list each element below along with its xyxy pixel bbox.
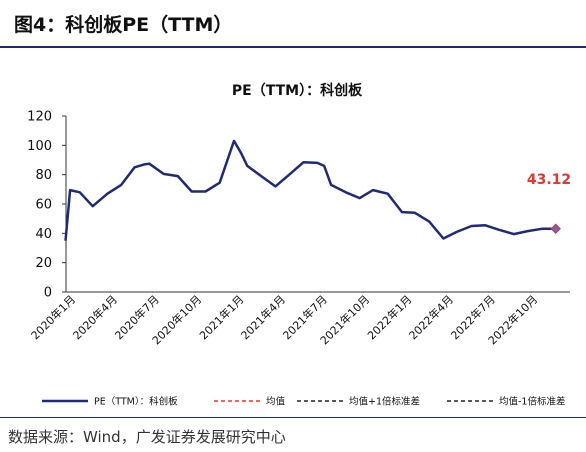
y-tick-label: 120 [27, 110, 52, 125]
chart-axes: 0204060801001202020年1月2020年4月2020年7月2020… [27, 110, 570, 347]
figure-header: 图4：科创板PE（TTM） [0, 0, 586, 46]
y-tick-label: 100 [27, 139, 52, 154]
y-tick-label: 60 [35, 198, 52, 213]
legend-label: 均值+1倍标准差 [349, 396, 420, 408]
y-tick-label: 40 [35, 227, 52, 242]
legend-label: 均值 [266, 396, 286, 408]
chart-legend: PE（TTM）：科创板 均值 均值+1倍标准差 均值-1倍标准差 [42, 396, 565, 408]
y-tick-label: 20 [35, 256, 52, 271]
y-tick-label: 0 [44, 286, 52, 301]
legend-label: PE（TTM）：科创板 [94, 396, 178, 408]
figure-label: 图4：科创板PE（TTM） [14, 14, 233, 36]
y-tick-label: 80 [35, 168, 52, 183]
chart-title: PE（TTM）：科创板 [232, 82, 363, 99]
x-tick-label: 2022年4月 [406, 292, 456, 342]
legend-label: 均值-1倍标准差 [499, 396, 565, 408]
x-tick-label: 2020年4月 [70, 292, 120, 342]
footer-rule [0, 417, 586, 418]
pe-ttm-chart: PE（TTM）：科创板 0 20 40 60 80 100 120 2020年1月2020年4… [27, 82, 571, 408]
x-tick-label: 2020年1月 [28, 292, 78, 342]
pe-ttm-series-line [64, 139, 556, 241]
header-rule [0, 46, 586, 48]
source-note: 数据来源：Wind，广发证券发展研究中心 [8, 428, 286, 446]
last-value-label: 43.12 [527, 172, 571, 188]
last-value-marker [550, 223, 561, 234]
chart-marks: 43.12 [64, 139, 571, 241]
x-tick-label: 2021年4月 [238, 292, 288, 342]
